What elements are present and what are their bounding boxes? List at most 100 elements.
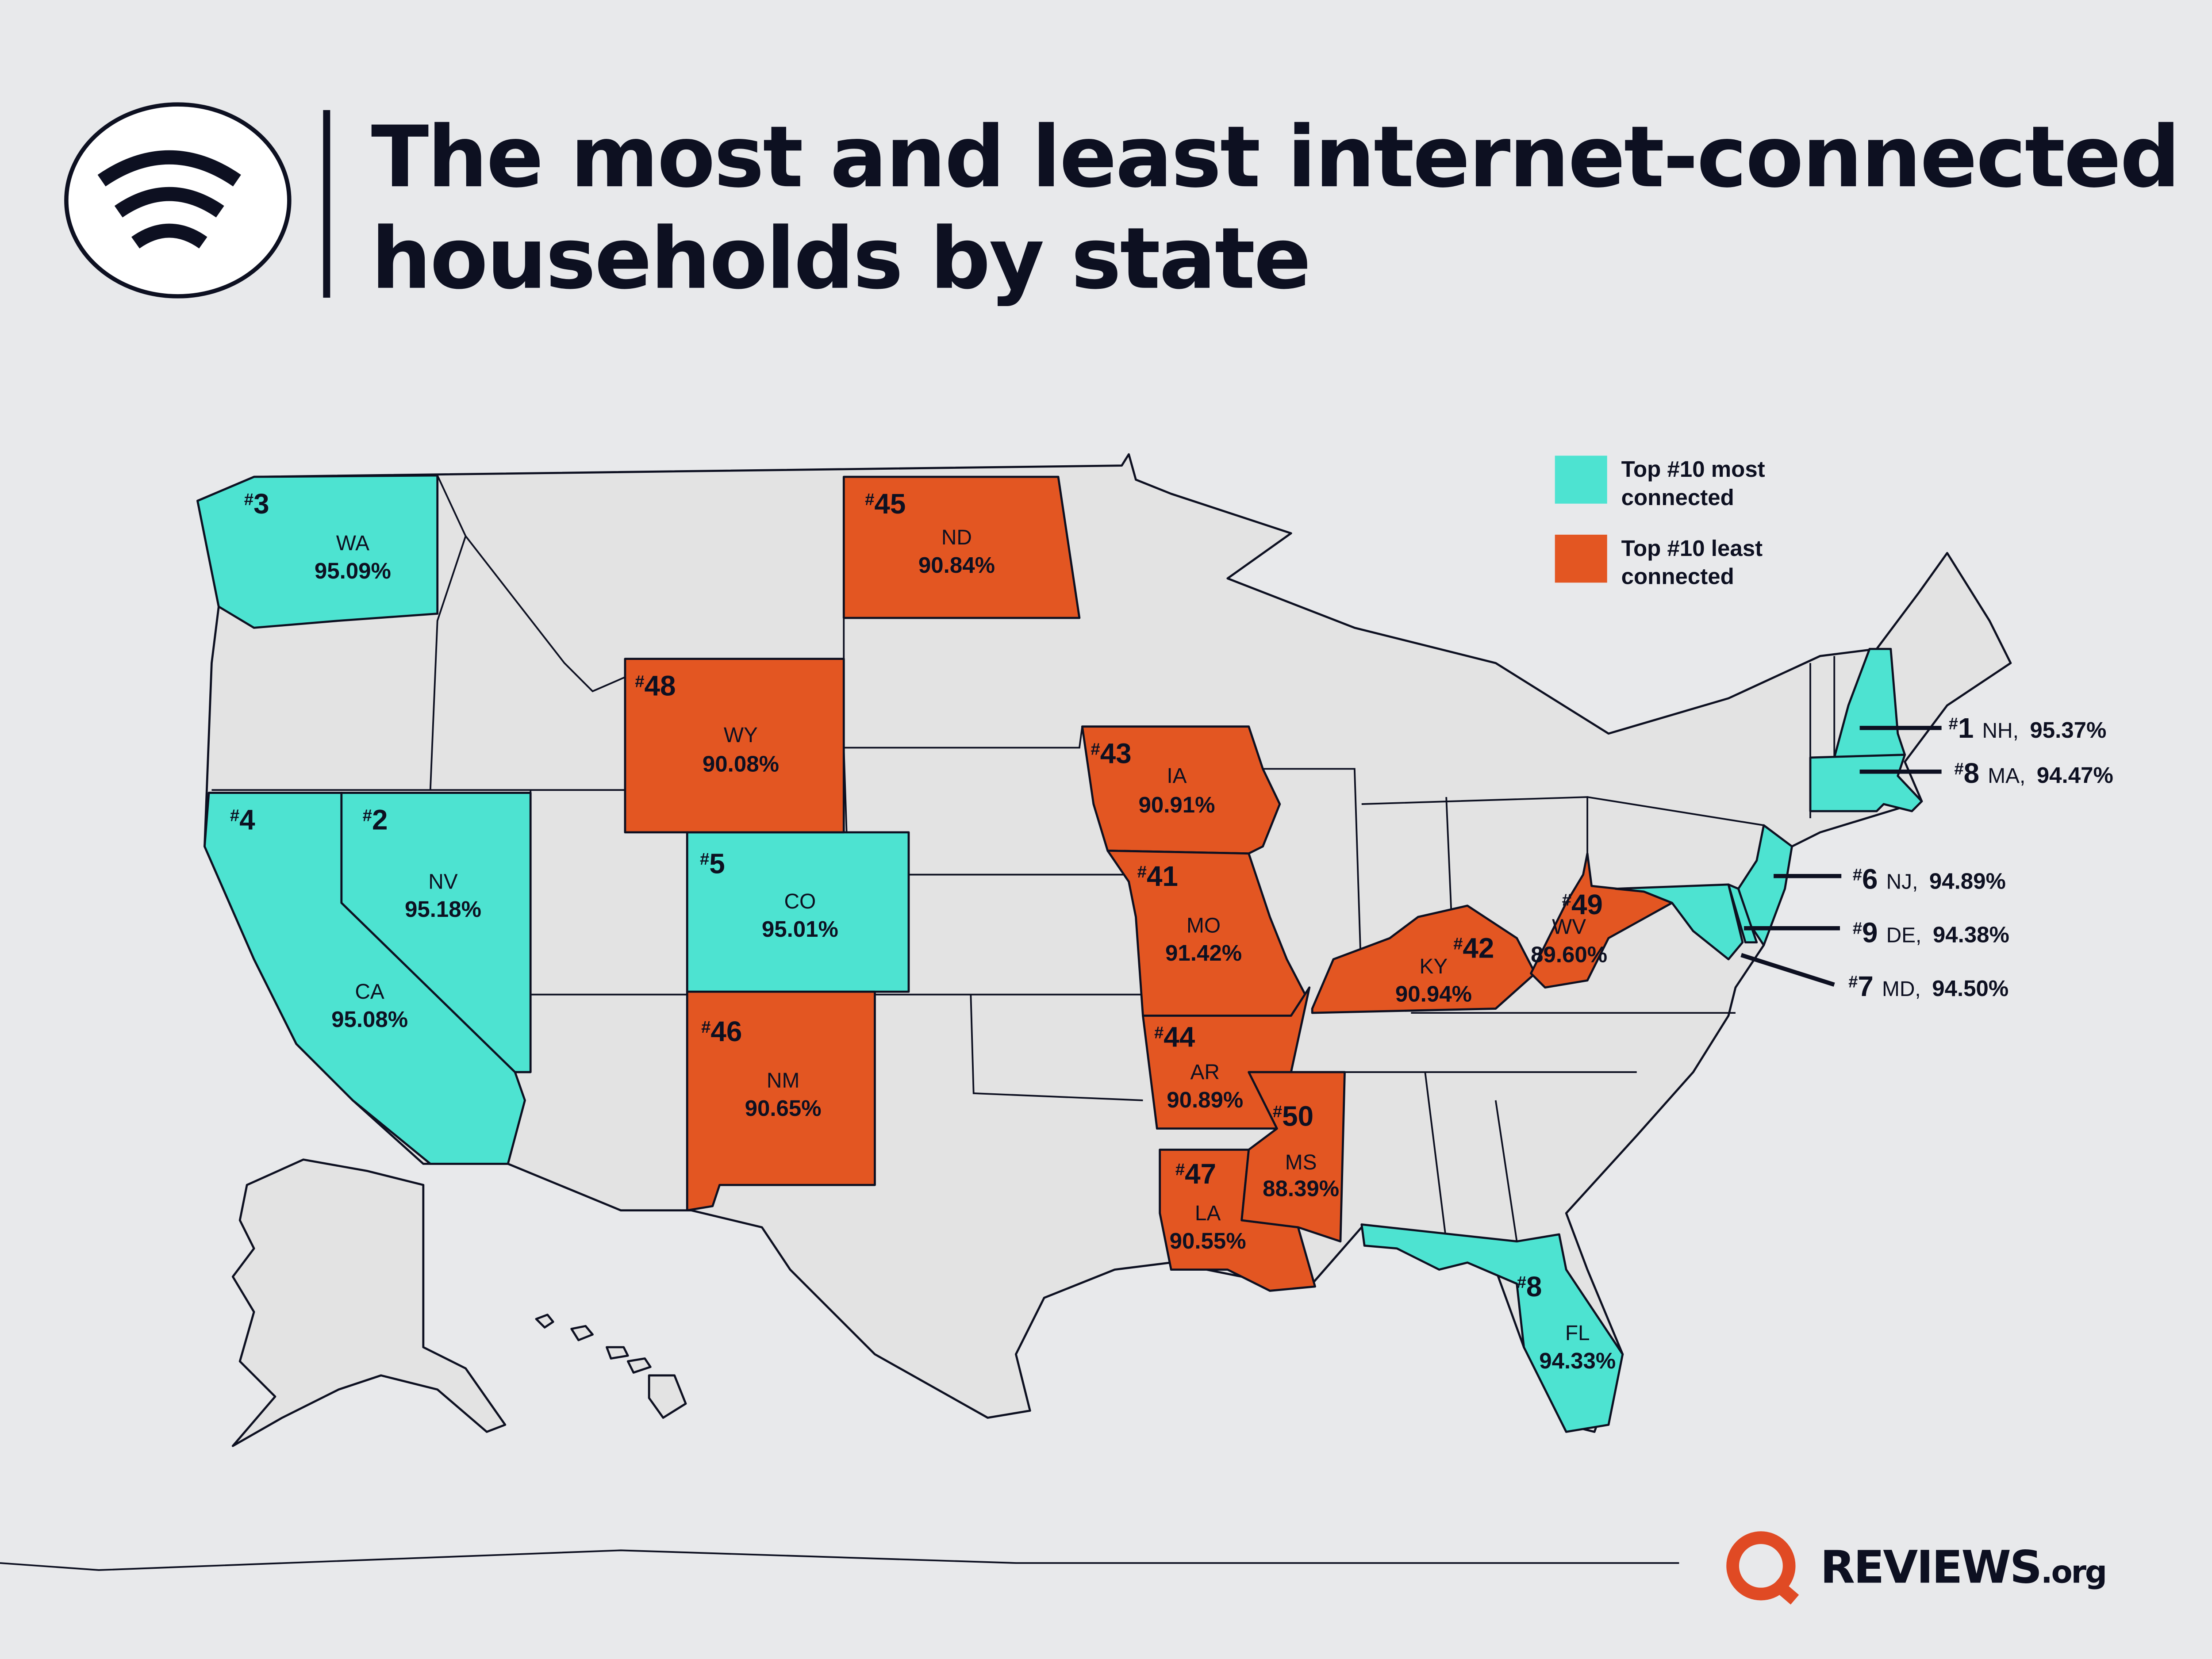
- state-rank: #44: [1154, 1021, 1195, 1053]
- state-abbr: WV: [1552, 916, 1586, 939]
- legend-label: Top #10 most: [1621, 456, 1765, 482]
- state-wy: [624, 658, 845, 834]
- state-label-ia: #43 IA 90.91%: [1091, 738, 1215, 818]
- state-label-mo: #41 MO 91.42%: [1137, 860, 1242, 966]
- title-line-1: The most and least internet-connected: [371, 108, 2179, 207]
- state-nd: [842, 475, 1081, 619]
- header-divider: [323, 110, 330, 298]
- state-rank: #50: [1273, 1100, 1313, 1132]
- state-percentage: 90.65%: [745, 1096, 822, 1121]
- callout-nh: #1 NH, 95.37%: [1859, 712, 2107, 744]
- legend-label: connected: [1621, 485, 1734, 510]
- hawaii: [535, 1314, 687, 1419]
- state-md: [1614, 883, 1744, 961]
- callout-de: #9 DE, 94.38%: [1744, 917, 2009, 949]
- state-label-ca: #4 CA 95.08%: [230, 804, 408, 1032]
- legend-swatch: [1555, 534, 1607, 583]
- callout-text: #1 NH, 95.37%: [1949, 712, 2107, 744]
- state-ky: [1311, 904, 1536, 1014]
- state-rank: #48: [635, 670, 676, 702]
- state-percentage: 95.01%: [762, 916, 838, 942]
- state-abbr: AR: [1190, 1061, 1220, 1084]
- title-line-2: households by state: [371, 210, 1310, 308]
- state-abbr: CA: [355, 980, 384, 1004]
- state-percentage: 89.60%: [1531, 942, 1607, 967]
- state-rank: #46: [701, 1015, 742, 1047]
- state-percentage: 95.09%: [315, 558, 391, 583]
- legend-swatch: [1555, 456, 1607, 504]
- state-borders: [211, 475, 1836, 1242]
- state-label-ar: #44 AR 90.89%: [1154, 1021, 1243, 1112]
- state-label-nm: #46 NM 90.65%: [701, 1015, 822, 1121]
- state-rank: #43: [1091, 738, 1131, 770]
- legend-label: Top #10 least: [1621, 536, 1763, 561]
- state-abbr: MO: [1187, 914, 1221, 937]
- state-rank: #47: [1175, 1158, 1216, 1190]
- state-percentage: 90.89%: [1167, 1087, 1243, 1112]
- state-label-nv: #2 NV 95.18%: [363, 804, 481, 922]
- alaska: [231, 1158, 507, 1447]
- state-abbr: WA: [336, 532, 369, 555]
- callout-nj: #6 NJ, 94.89%: [1774, 863, 2006, 895]
- state-abbr: LA: [1195, 1202, 1221, 1225]
- state-wa: [196, 474, 439, 629]
- state-label-nd: #45 ND 90.84%: [865, 488, 995, 578]
- legend-label: connected: [1621, 564, 1734, 589]
- state-rank: #49: [1562, 889, 1603, 920]
- state-ms: [1240, 1071, 1346, 1243]
- state-rank: #8: [1517, 1271, 1542, 1303]
- state-nv: [340, 792, 532, 1073]
- callout-leader-line: [1740, 953, 1835, 987]
- callout-text: #7 MD, 94.50%: [1848, 970, 2008, 1002]
- state-abbr: FL: [1565, 1322, 1590, 1345]
- brand-logo-text: REVIEWS.org: [1820, 1541, 2106, 1594]
- state-ia: [1081, 725, 1281, 855]
- state-label-la: #47 LA 90.55%: [1170, 1158, 1246, 1253]
- state-abbr: IA: [1167, 764, 1187, 788]
- state-fl: [1360, 1223, 1624, 1433]
- state-ma: [1809, 754, 1923, 812]
- state-label-fl: #8 FL 94.33%: [1517, 1271, 1616, 1373]
- state-abbr: WY: [724, 724, 758, 747]
- state-percentage: 94.33%: [1539, 1348, 1616, 1373]
- state-percentage: 95.08%: [331, 1007, 408, 1032]
- state-rank: #45: [865, 488, 906, 520]
- state-percentage: 88.39%: [1263, 1176, 1339, 1201]
- us-map: #3 WA 95.09% #4 CA 95.08% #2 NV 95.18% #5 CO 95.01%…: [196, 453, 2113, 1447]
- state-percentage: 90.94%: [1395, 981, 1472, 1007]
- state-percentage: 95.18%: [405, 897, 481, 922]
- state-abbr: NV: [428, 870, 458, 893]
- state-label-wy: #48 WY 90.08%: [635, 670, 779, 777]
- state-nj: [1737, 824, 1793, 946]
- state-nm: [686, 990, 876, 1212]
- state-rank: #5: [700, 847, 725, 879]
- callout-md: #7 MD, 94.50%: [1740, 953, 2008, 1002]
- callout-text: #6 NJ, 94.89%: [1853, 863, 2006, 895]
- legend: Top #10 most connected Top #10 least connec…: [1555, 456, 1765, 589]
- state-abbr: ND: [941, 526, 972, 549]
- state-abbr: MS: [1285, 1151, 1317, 1174]
- state-rank: #2: [363, 804, 388, 836]
- state-abbr: NM: [767, 1069, 799, 1092]
- wifi-icon: [64, 102, 292, 299]
- state-label-wa: #3 WA 95.09%: [244, 488, 391, 583]
- state-rank: #3: [244, 488, 269, 520]
- state-percentage: 90.55%: [1170, 1228, 1246, 1253]
- callout-ma: #8 MA, 94.47%: [1859, 757, 2113, 789]
- state-rank: #42: [1453, 932, 1494, 964]
- state-rank: #41: [1137, 860, 1178, 892]
- footer-line: [0, 1549, 1679, 1571]
- state-label-co: #5 CO 95.01%: [700, 847, 838, 942]
- callout-text: #8 MA, 94.47%: [1954, 757, 2113, 789]
- state-percentage: 90.08%: [703, 751, 779, 777]
- state-percentage: 90.91%: [1138, 792, 1215, 817]
- state-percentage: 91.42%: [1165, 940, 1242, 966]
- state-rank: #4: [230, 804, 255, 836]
- reviews-q-logo: [1726, 1531, 1799, 1605]
- callout-text: #9 DE, 94.38%: [1853, 917, 2009, 949]
- state-percentage: 90.84%: [918, 552, 995, 578]
